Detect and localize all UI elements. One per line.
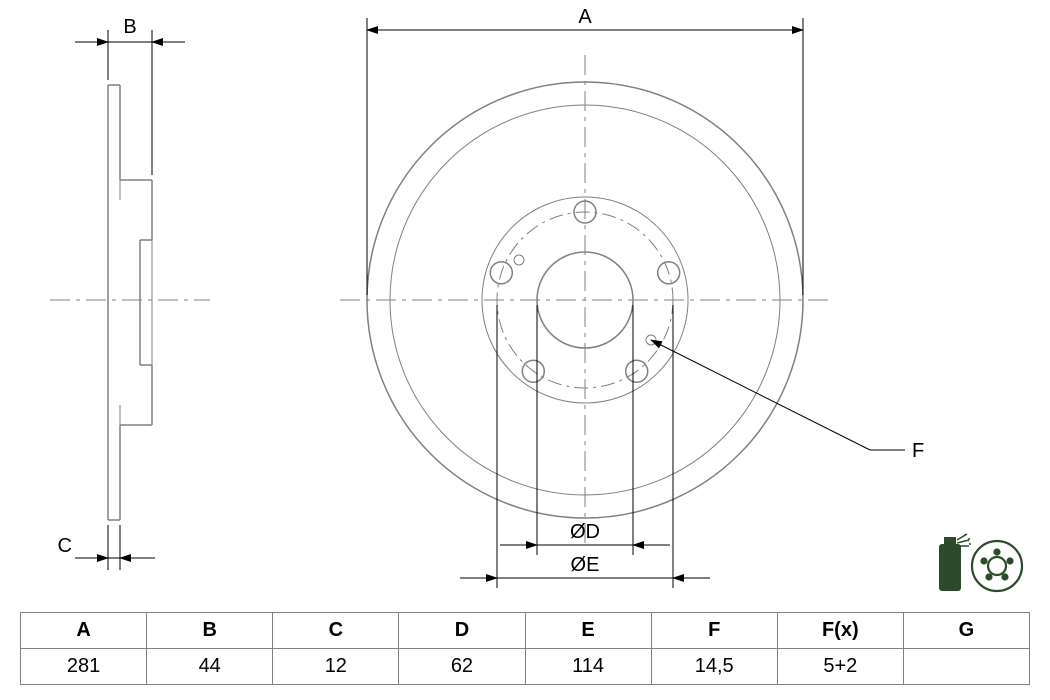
technical-drawing-svg: B C A bbox=[0, 0, 1050, 610]
col-header: A bbox=[21, 613, 147, 649]
dimension-b: B bbox=[75, 16, 185, 175]
cell: 5+2 bbox=[777, 649, 903, 685]
side-view bbox=[50, 85, 210, 520]
cell: 114 bbox=[525, 649, 651, 685]
cell: 62 bbox=[399, 649, 525, 685]
drawing-canvas: B C A bbox=[0, 0, 1050, 700]
table-header-row: A B C D E F F(x) G bbox=[21, 613, 1030, 649]
label-d: ØD bbox=[570, 521, 600, 543]
leader-f: F bbox=[651, 340, 924, 462]
dimensions-table: A B C D E F F(x) G 281 44 12 62 114 14,5… bbox=[20, 612, 1030, 685]
col-header: D bbox=[399, 613, 525, 649]
cell: 281 bbox=[21, 649, 147, 685]
col-header: G bbox=[903, 613, 1029, 649]
front-view bbox=[340, 55, 830, 545]
cell bbox=[903, 649, 1029, 685]
col-header: E bbox=[525, 613, 651, 649]
col-header: F(x) bbox=[777, 613, 903, 649]
label-a: A bbox=[578, 6, 592, 28]
table-row: 281 44 12 62 114 14,5 5+2 bbox=[21, 649, 1030, 685]
cell: 44 bbox=[147, 649, 273, 685]
dimension-c: C bbox=[58, 525, 155, 570]
col-header: B bbox=[147, 613, 273, 649]
label-c: C bbox=[58, 535, 72, 557]
coating-icon bbox=[935, 530, 1025, 595]
cell: 12 bbox=[273, 649, 399, 685]
col-header: C bbox=[273, 613, 399, 649]
col-header: F bbox=[651, 613, 777, 649]
cell: 14,5 bbox=[651, 649, 777, 685]
label-b: B bbox=[123, 16, 136, 38]
label-f: F bbox=[912, 440, 924, 462]
label-e: ØE bbox=[571, 554, 600, 576]
